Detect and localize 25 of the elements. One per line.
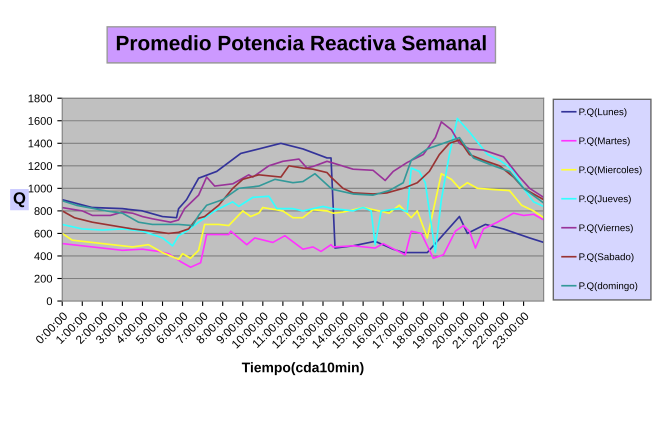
x-axis-title: Tiempo(cda10min) [242,362,364,376]
line-series [62,142,544,254]
y-axis-title: Q [14,192,26,208]
y-tick-label: 1800 [28,94,52,102]
line-series [62,212,544,268]
y-tick-label: 800 [34,207,52,216]
line-series [62,172,544,260]
y-tick-label: 200 [34,274,52,283]
y-tick-label: 400 [34,252,52,260]
legend-label: P.Q(domingo) [579,282,638,292]
line-series [62,121,544,223]
legend-label: P.Q(Sabado) [579,253,634,262]
line-series [62,118,544,254]
y-tick-label: 1000 [28,184,52,192]
y-tick-label: 1600 [28,117,52,125]
chart-title: Promedio Potencia Reactiva Semanal [116,35,486,50]
legend-label: P.Q(Martes) [579,137,630,146]
legend-label: P.Q(Lunes) [579,108,626,118]
y-tick-label: 600 [34,230,52,238]
y-tick-label: 1400 [28,140,52,148]
y-tick-label: 0 [46,297,52,306]
legend-label: P.Q(Miercoles) [579,166,642,176]
legend-label: P.Q(Viernes) [579,224,633,234]
legend-label: P.Q(Jueves) [579,195,631,204]
y-tick-label: 1200 [28,162,52,170]
